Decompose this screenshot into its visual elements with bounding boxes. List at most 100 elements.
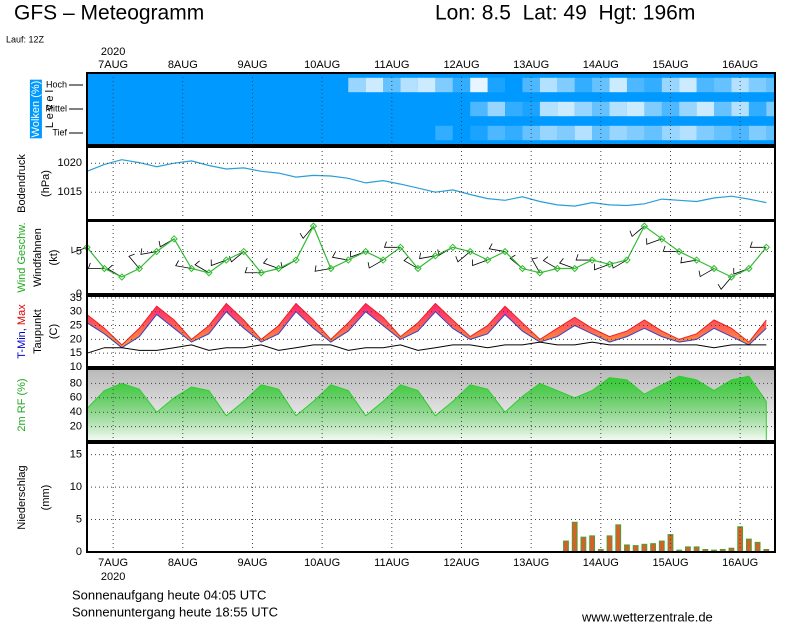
sunrise: Sonnenaufgang heute 04:05 UTC [72,587,266,602]
location: Lon: 8.5 Lat: 49 Hgt: 196m [435,2,695,25]
wind-barb [128,253,140,269]
wind-speed-marker [309,222,318,230]
temperature-band [87,303,767,348]
cloud-cell [748,77,767,93]
cloud-cell [626,101,645,117]
x-tick-label: 7AUG [98,59,128,71]
wind-speed-marker [361,247,370,256]
wind-barb [403,256,419,269]
wind-speed-marker [710,264,718,273]
precipitation-bar [754,541,761,553]
y-axis-label: Wind Geschw. [16,222,28,292]
y-axis-label-part: 2m RF (%) [16,378,28,431]
cloud-cell [557,125,575,141]
cloud-cell [766,125,775,141]
y-axis-label: (mm) [40,485,52,511]
precipitation-bar [641,543,648,553]
wind-speed-marker [466,247,474,256]
y-axis-label-part: Wind Geschw. [16,222,28,292]
cloud-cell [679,77,697,93]
x-tick-label: 12AUG [443,557,479,569]
cloud-cell [487,101,506,117]
cloud-cell [487,77,506,93]
wind-speed-marker [553,264,561,273]
cloud-cell [261,78,278,92]
cloud-cell [609,77,627,93]
wind-barb [593,263,610,271]
cloud-cell [748,101,767,117]
x-tick-label: 11AUG [374,557,409,569]
cloud-cell [192,126,209,140]
panel-frame [86,146,776,221]
wind-barb [140,248,157,255]
cloud-cell [505,101,523,117]
y-axis-label: Wolken (%) [30,81,42,138]
panel-frame [86,442,776,553]
wind-barb [698,268,715,278]
wind-speed-marker [658,235,666,243]
y-tick-label: 5 [76,245,82,257]
cloud-cell [122,126,139,140]
precipitation-bar [650,543,656,553]
x-tick-label: 13AUG [513,59,549,71]
wind-barb [367,259,384,269]
wind-speed-marker [501,247,509,256]
wind-barb [175,260,192,269]
x-tick-label: 9AUG [237,557,267,569]
cloud-cell [122,78,139,92]
y-axis-label: (kt) [48,250,60,266]
cloud-cell [574,77,593,93]
y-tick-label: 15 [70,347,82,359]
wind-barb [749,241,767,248]
cloud-cell [539,125,558,141]
run: Lauf: 12Z [6,34,45,44]
cloud-cell [192,102,209,116]
y-axis-label-part: L e v e l [44,90,56,128]
cloud-cell [209,102,226,116]
y-tick-label: 40 [70,406,82,418]
cloud-cell [331,102,348,116]
wind-speed-marker [727,273,736,281]
cloud-cell [714,125,732,141]
cloud-cell [209,78,226,92]
cloud-cell [366,126,383,140]
precipitation-bar [745,538,752,553]
cloud-cell [714,77,732,93]
x-tick-label: 9AUG [237,59,267,71]
cloud-cell [157,78,174,92]
cloud-cell [626,125,645,141]
wind-barb [244,266,262,274]
wind-speed-marker [692,256,701,264]
wind-barb [71,246,88,254]
y-axis-label: Windfahnen [32,228,44,287]
y-axis-label-part: (C) [48,324,60,339]
precipitation-bar [615,524,622,553]
temperature-line [86,310,767,349]
cloud-cell [539,77,558,93]
cloud-cell [139,102,156,116]
cloud-cell [470,125,488,141]
x-tick-label: 16AUG [722,557,758,569]
x-tick-label: 10AUG [304,59,340,71]
cloud-cell [87,126,104,140]
line [86,159,767,207]
cloud-cell [157,126,174,140]
y-tick-label: 10 [70,361,82,373]
cloud-cell [157,102,174,116]
cloud-cell [401,102,418,116]
humidity-area [86,375,767,442]
precipitation-bar [658,540,665,553]
wind-speed-marker [135,264,143,273]
y-tick-label: 15 [70,449,82,461]
wind-barb [717,276,732,290]
cloud-cell [435,102,452,116]
y-axis-label: Taupunkt [32,309,44,354]
cloud-cell [348,77,366,93]
cloud-cell [365,77,384,93]
y-tick-label: 60 [70,392,82,404]
precipitation-bar [580,536,587,553]
source: www.wetterzentrale.de [581,609,713,624]
wind-barb [87,262,105,269]
wind-speed-marker [588,256,596,264]
